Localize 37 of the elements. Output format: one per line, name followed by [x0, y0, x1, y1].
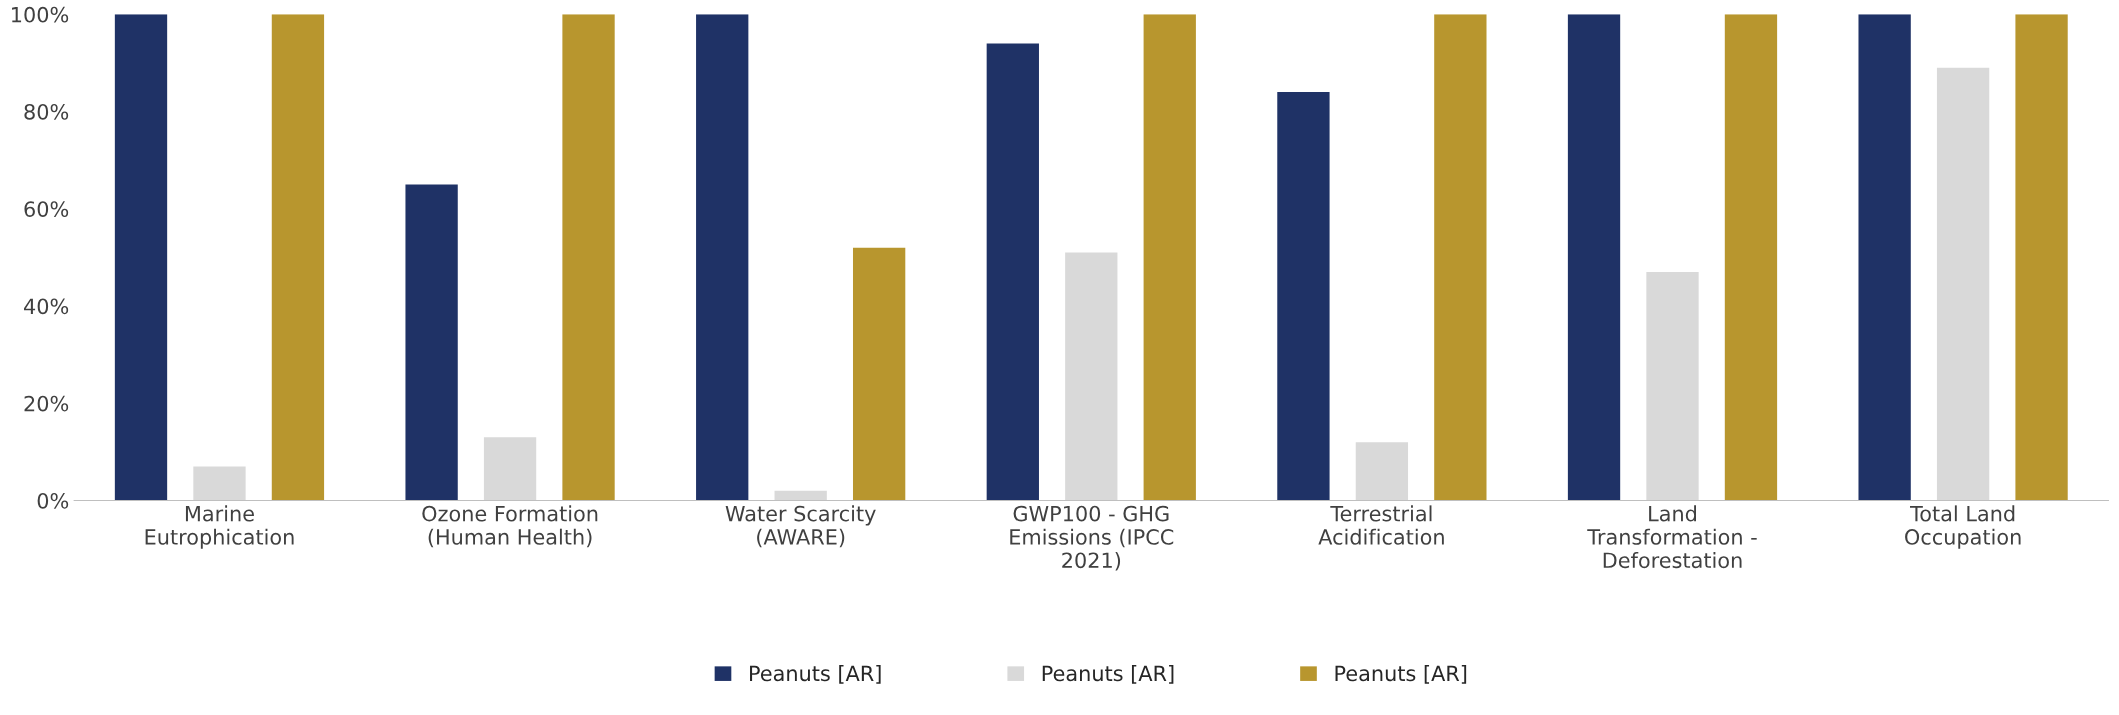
bar	[1355, 442, 1409, 501]
bar	[1724, 14, 1778, 501]
bar	[1065, 252, 1118, 501]
x-tick-label: Terrestrial Acidification	[1318, 505, 1444, 545]
x-tick-label: Total Land Occupation	[1905, 505, 2021, 549]
legend-label: Peanuts [AR]	[1335, 665, 1467, 684]
bar	[114, 14, 168, 501]
x-tick-label: Marine Eutrophication	[145, 505, 294, 549]
bar	[2015, 14, 2068, 501]
bar	[1277, 92, 1330, 501]
y-tick-label: 60%	[24, 201, 69, 217]
bar	[483, 437, 537, 501]
bar	[405, 184, 458, 501]
x-tick-label: Land Transformation - Deforestation	[1587, 505, 1757, 569]
bar	[562, 14, 615, 501]
bar	[1858, 14, 1911, 501]
y-tick-label: 0%	[37, 492, 69, 509]
y-tick-label: 80%	[24, 103, 69, 120]
bar	[852, 247, 906, 501]
legend-label: Peanuts [AR]	[750, 665, 881, 684]
y-tick-label: 40%	[24, 298, 69, 315]
bar	[696, 14, 749, 501]
bar	[193, 466, 246, 501]
bar	[1567, 14, 1621, 501]
y-tick-label: 100%	[12, 6, 69, 23]
x-tick-label: GWP100 - GHG Emissions (IPCC 2021)	[1010, 505, 1174, 571]
y-tick-label: 20%	[24, 395, 69, 412]
x-tick-label: Water Scarcity (AWARE)	[725, 505, 876, 548]
x-tick-label: Ozone Formation (Human Health)	[422, 505, 598, 548]
bar	[1434, 14, 1487, 501]
bar	[271, 14, 325, 501]
bar	[1646, 271, 1699, 501]
bar	[774, 490, 827, 501]
bar	[1143, 14, 1196, 501]
legend-label: Peanuts [AR]	[1042, 665, 1174, 684]
bar	[986, 43, 1039, 501]
bar	[1936, 67, 1990, 501]
